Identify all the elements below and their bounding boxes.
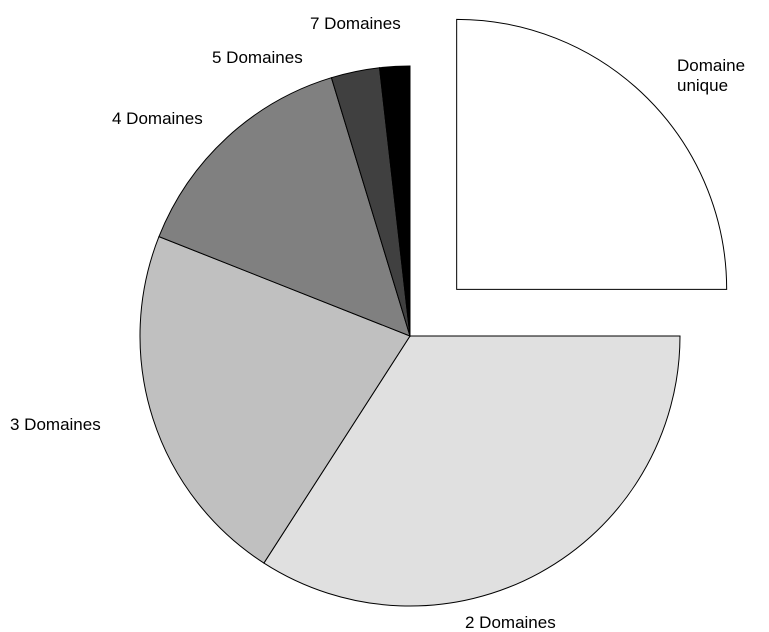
pie-slice [378, 65, 411, 337]
pie-slice [263, 335, 681, 607]
slice-label: 3 Domaines [10, 415, 101, 434]
slice-label: 7 Domaines [310, 14, 401, 33]
slice-label: Domaine unique [677, 56, 746, 95]
slice-label: 5 Domaines [212, 48, 303, 67]
pie-slice [158, 77, 411, 337]
pie-slice [139, 235, 411, 564]
pie-slice [456, 18, 728, 290]
slice-label: 4 Domaines [112, 109, 203, 128]
slice-label: 2 Domaines [465, 613, 556, 632]
